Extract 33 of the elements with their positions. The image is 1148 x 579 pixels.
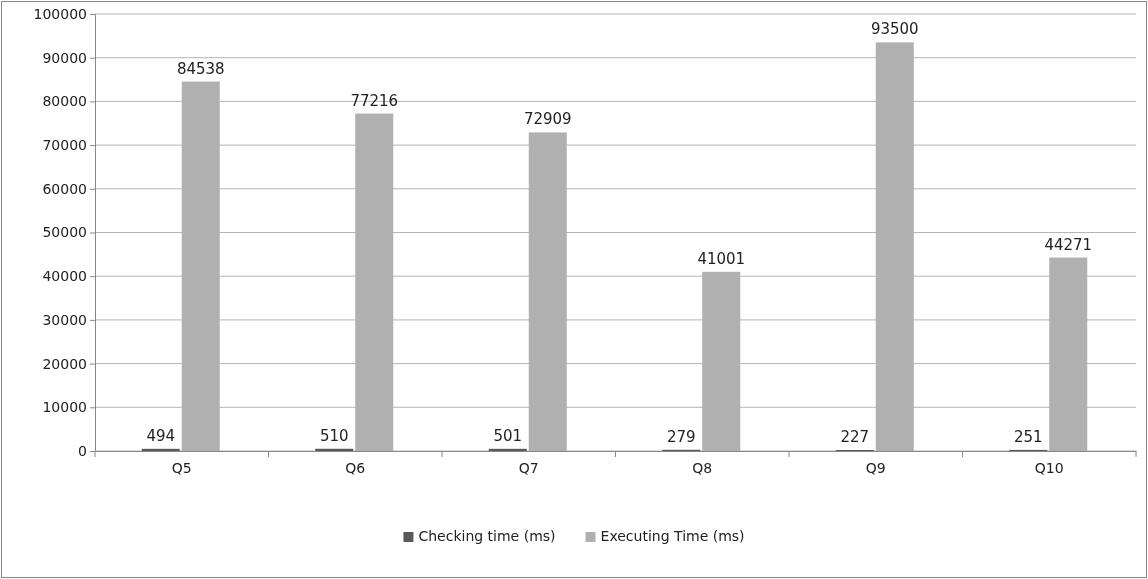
data-label: 501 — [493, 426, 523, 445]
legend-label: Checking time (ms) — [418, 528, 556, 544]
y-tick-label: 40000 — [42, 268, 87, 285]
data-label: 72909 — [523, 110, 572, 129]
bar — [488, 448, 527, 451]
y-tick-label: 90000 — [42, 49, 87, 66]
data-label: 77216 — [350, 91, 399, 110]
x-tick-label: Q5 — [171, 459, 192, 476]
data-label: 84538 — [176, 59, 225, 78]
x-tick-label: Q9 — [865, 459, 886, 476]
data-label: 494 — [146, 426, 176, 445]
data-label: 41001 — [697, 249, 746, 268]
x-tick-label: Q10 — [1034, 459, 1064, 476]
y-tick-label: 80000 — [42, 93, 87, 110]
x-tick-label: Q7 — [518, 459, 539, 476]
data-label: 251 — [1013, 427, 1043, 446]
bar — [141, 448, 180, 451]
y-tick-label: 30000 — [42, 311, 87, 328]
y-tick-label: 10000 — [42, 399, 87, 416]
x-tick-label: Q6 — [345, 459, 366, 476]
y-tick-label: 50000 — [42, 224, 87, 241]
y-tick-label: 100000 — [33, 5, 87, 22]
data-label: 44271 — [1044, 235, 1093, 254]
data-label: 227 — [840, 428, 870, 447]
x-tick-label: Q8 — [692, 459, 713, 476]
y-tick-label: 0 — [78, 442, 87, 459]
y-tick-label: 20000 — [42, 355, 87, 372]
legend-label: Executing Time (ms) — [600, 528, 745, 544]
y-tick-label: 60000 — [42, 180, 87, 197]
data-label: 279 — [666, 427, 696, 446]
y-tick-label: 70000 — [42, 137, 87, 154]
data-label: 510 — [319, 426, 349, 445]
data-label: 93500 — [870, 20, 919, 39]
